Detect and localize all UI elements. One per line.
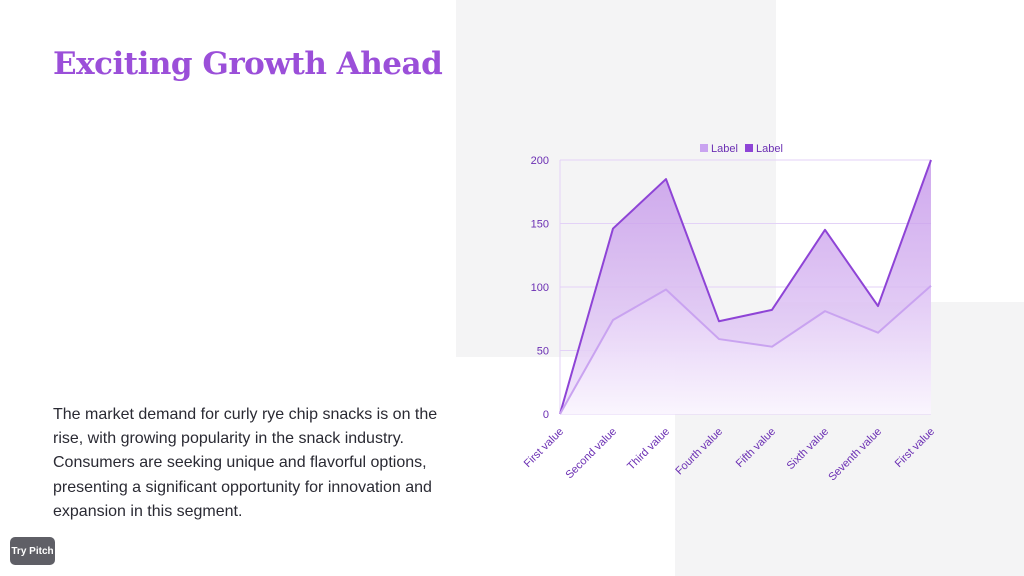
y-tick-label: 200 [531, 155, 549, 167]
legend-swatch [700, 144, 708, 152]
y-tick-label: 100 [531, 282, 549, 294]
y-tick-label: 150 [531, 219, 549, 231]
series-line-1 [559, 284, 932, 415]
slide-title: Exciting Growth Ahead [53, 46, 443, 82]
x-tick-label: Sixth value [785, 426, 832, 473]
x-tick-label: Fourth value [673, 426, 725, 478]
try-pitch-button[interactable]: Try Pitch [10, 537, 55, 565]
legend-label: Label [711, 143, 738, 155]
x-tick-label: First value [522, 426, 566, 470]
x-tick-label: Seventh value [826, 426, 884, 484]
x-tick-label: Fifth value [734, 426, 778, 470]
x-tick-label: Third value [625, 426, 672, 473]
y-tick-label: 0 [543, 409, 549, 421]
x-tick-label: Second value [563, 426, 619, 482]
y-tick-label: 50 [537, 346, 549, 358]
legend-swatch [745, 144, 753, 152]
series-area-1 [560, 285, 931, 414]
legend-label: Label [756, 143, 783, 155]
series-line-2 [559, 159, 932, 415]
slide-body-text: The market demand for curly rye chip sna… [53, 406, 438, 520]
x-tick-label: First value [893, 426, 937, 470]
